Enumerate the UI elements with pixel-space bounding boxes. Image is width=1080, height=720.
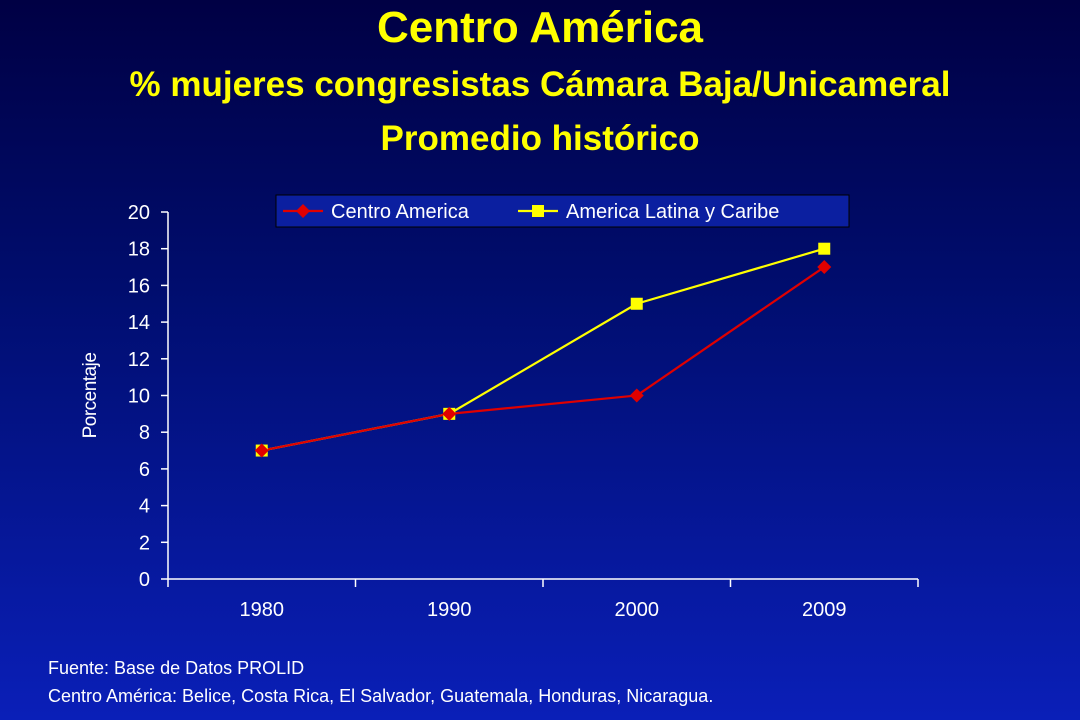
chart-series xyxy=(254,242,832,458)
y-tick-label: 6 xyxy=(139,459,150,481)
y-tick-label: 12 xyxy=(128,349,150,371)
region-note: Centro América: Belice, Costa Rica, El S… xyxy=(48,686,714,706)
line-centro-america xyxy=(261,266,825,452)
x-tick-label: 2000 xyxy=(615,599,660,621)
point-centro-america xyxy=(296,204,310,218)
y-tick-label: 4 xyxy=(139,496,150,518)
page-subtitle-2: Promedio histórico xyxy=(380,119,700,158)
y-axis-label: Porcentaje xyxy=(80,353,101,439)
legend-box xyxy=(275,194,850,228)
point-centro-america xyxy=(442,406,457,421)
y-tick-label: 0 xyxy=(139,569,150,591)
page-title: Centro América xyxy=(376,3,704,52)
y-tick-label: 10 xyxy=(128,386,150,408)
chart-axes: 0 2 4 6 8 10 12 14 16 18 20 1980 1990 2000 2009 Porcent… xyxy=(80,202,919,621)
point-america-latina xyxy=(818,242,831,255)
y-tick-label: 8 xyxy=(139,422,150,444)
legend-label-latina: America Latina y Caribe xyxy=(566,201,779,223)
point-america-latina xyxy=(630,297,643,310)
line-america-latina xyxy=(261,247,825,452)
y-tick-label: 18 xyxy=(128,239,150,261)
y-tick-label: 16 xyxy=(128,275,150,297)
point-centro-america xyxy=(817,260,832,275)
legend-label-centro: Centro America xyxy=(331,201,470,223)
source-note: Fuente: Base de Datos PROLID xyxy=(48,658,305,678)
series-america-latina xyxy=(261,247,825,452)
page-subtitle: % mujeres congresistas Cámara Baja/Unica… xyxy=(129,65,951,104)
chart-legend: Centro America America Latina y Caribe xyxy=(275,194,850,228)
x-tick-label: 1990 xyxy=(427,599,472,621)
x-tick-label: 2009 xyxy=(802,599,847,621)
y-tick-label: 2 xyxy=(139,532,150,554)
y-tick-label: 20 xyxy=(128,202,150,224)
point-centro-america xyxy=(629,388,644,403)
point-centro-america xyxy=(254,443,269,458)
point-america-latina xyxy=(532,205,544,217)
x-tick-label: 1980 xyxy=(240,599,285,621)
y-tick-label: 14 xyxy=(128,312,150,334)
series-centro-america xyxy=(261,266,825,452)
